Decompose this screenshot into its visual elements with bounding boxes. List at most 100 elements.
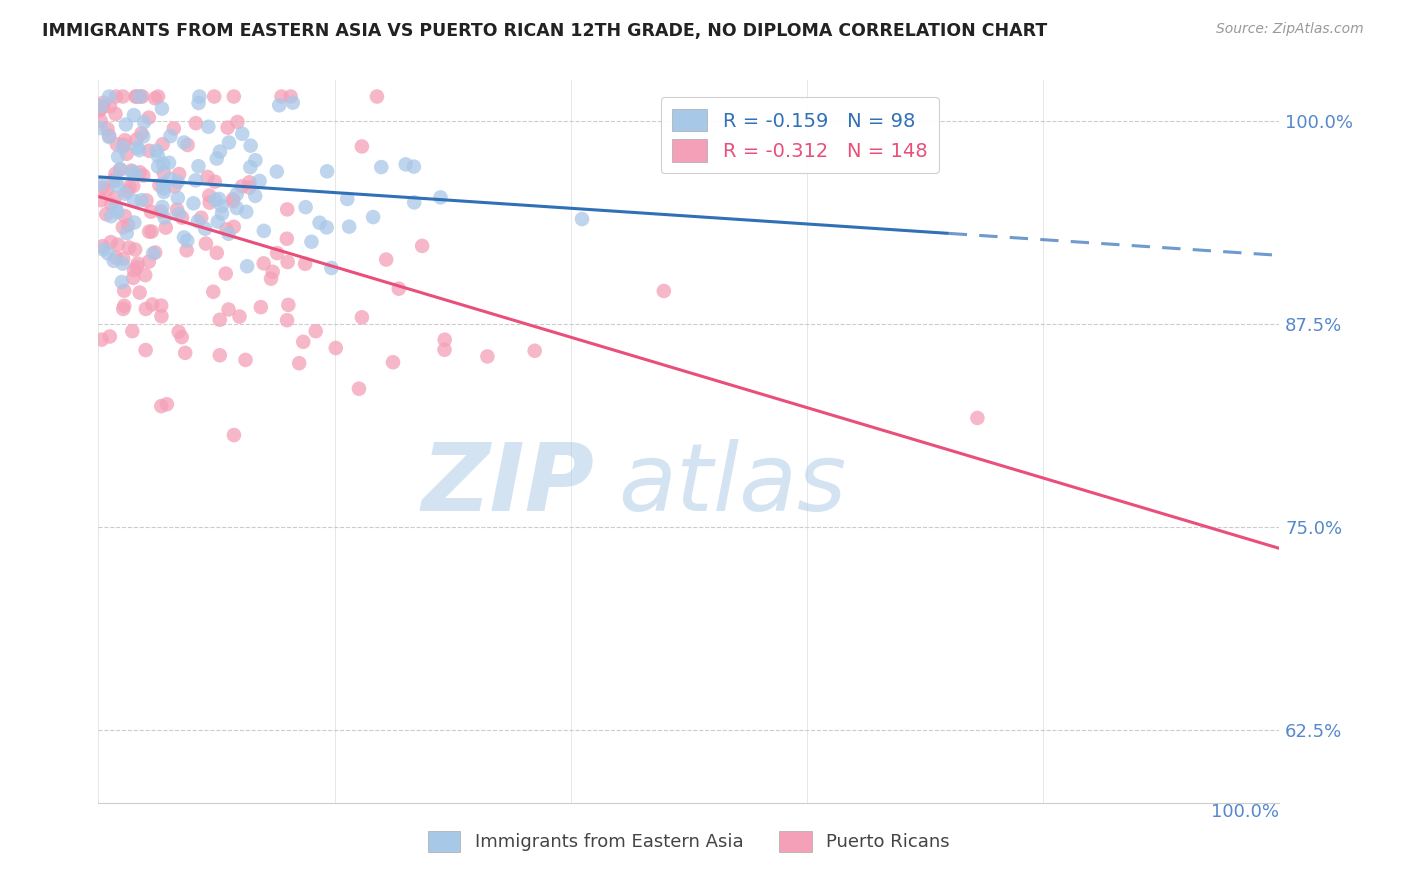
Point xyxy=(253,256,276,270)
Point xyxy=(121,165,143,179)
Point xyxy=(174,346,197,360)
Point xyxy=(152,137,174,152)
Point xyxy=(150,204,173,219)
Point xyxy=(236,259,259,273)
Point xyxy=(184,173,207,187)
Point xyxy=(382,355,405,369)
Point xyxy=(276,202,298,217)
Point xyxy=(100,209,122,223)
Point xyxy=(218,302,240,317)
Point xyxy=(97,246,120,260)
Point xyxy=(238,180,260,194)
Point xyxy=(347,382,370,396)
Point xyxy=(294,200,316,214)
Point xyxy=(477,350,499,364)
Legend: Immigrants from Eastern Asia, Puerto Ricans: Immigrants from Eastern Asia, Puerto Ric… xyxy=(420,823,957,859)
Point xyxy=(166,175,188,189)
Point xyxy=(135,343,157,357)
Point xyxy=(269,98,291,112)
Point xyxy=(208,145,231,159)
Text: Source: ZipAtlas.com: Source: ZipAtlas.com xyxy=(1216,22,1364,37)
Point xyxy=(141,297,163,311)
Point xyxy=(93,99,115,113)
Point xyxy=(118,241,141,255)
Point xyxy=(125,133,148,147)
Point xyxy=(125,89,148,103)
Point xyxy=(166,191,188,205)
Point xyxy=(146,149,169,163)
Point xyxy=(131,89,153,103)
Point xyxy=(375,252,398,267)
Point xyxy=(104,107,127,121)
Point xyxy=(215,222,238,236)
Point xyxy=(222,219,245,234)
Point xyxy=(207,214,229,228)
Point xyxy=(98,329,121,343)
Point xyxy=(131,127,153,141)
Point xyxy=(124,167,146,181)
Point xyxy=(208,312,231,326)
Point xyxy=(98,99,121,113)
Point xyxy=(111,140,134,154)
Point xyxy=(350,310,373,325)
Point xyxy=(183,196,205,211)
Point xyxy=(112,301,135,316)
Point xyxy=(139,204,162,219)
Point xyxy=(222,192,245,206)
Point xyxy=(122,263,145,277)
Point xyxy=(150,200,173,214)
Point xyxy=(225,201,247,215)
Point xyxy=(111,275,134,289)
Point xyxy=(235,204,257,219)
Point xyxy=(148,178,170,193)
Point xyxy=(96,183,118,197)
Point xyxy=(218,136,240,150)
Point xyxy=(176,234,198,248)
Point xyxy=(197,120,219,134)
Point xyxy=(108,162,131,177)
Point xyxy=(197,169,219,184)
Point xyxy=(122,194,145,208)
Point xyxy=(105,178,128,193)
Point xyxy=(115,226,138,240)
Point xyxy=(215,267,238,281)
Point xyxy=(308,216,330,230)
Point xyxy=(93,243,115,257)
Point xyxy=(523,343,546,358)
Point xyxy=(204,175,226,189)
Point xyxy=(128,165,150,179)
Point xyxy=(125,260,148,275)
Point xyxy=(150,102,173,116)
Point xyxy=(114,133,136,147)
Point xyxy=(150,399,173,413)
Point xyxy=(107,237,129,252)
Point xyxy=(167,167,190,181)
Point xyxy=(238,175,260,189)
Point xyxy=(277,298,299,312)
Point xyxy=(163,121,186,136)
Point xyxy=(167,325,190,339)
Point xyxy=(152,166,174,180)
Point xyxy=(135,301,157,316)
Point xyxy=(89,103,111,118)
Point xyxy=(89,103,111,117)
Point xyxy=(159,171,181,186)
Point xyxy=(100,235,122,250)
Point xyxy=(294,257,316,271)
Point xyxy=(91,180,114,194)
Point xyxy=(198,195,221,210)
Point xyxy=(167,207,190,221)
Point xyxy=(270,89,292,103)
Point xyxy=(128,285,150,300)
Point xyxy=(301,235,323,249)
Point xyxy=(198,188,221,202)
Point xyxy=(260,271,283,285)
Point xyxy=(128,89,150,103)
Point xyxy=(404,195,426,210)
Point xyxy=(211,206,233,220)
Point xyxy=(93,95,115,110)
Point xyxy=(208,192,231,206)
Point xyxy=(277,255,299,269)
Point xyxy=(652,284,675,298)
Point xyxy=(239,160,262,174)
